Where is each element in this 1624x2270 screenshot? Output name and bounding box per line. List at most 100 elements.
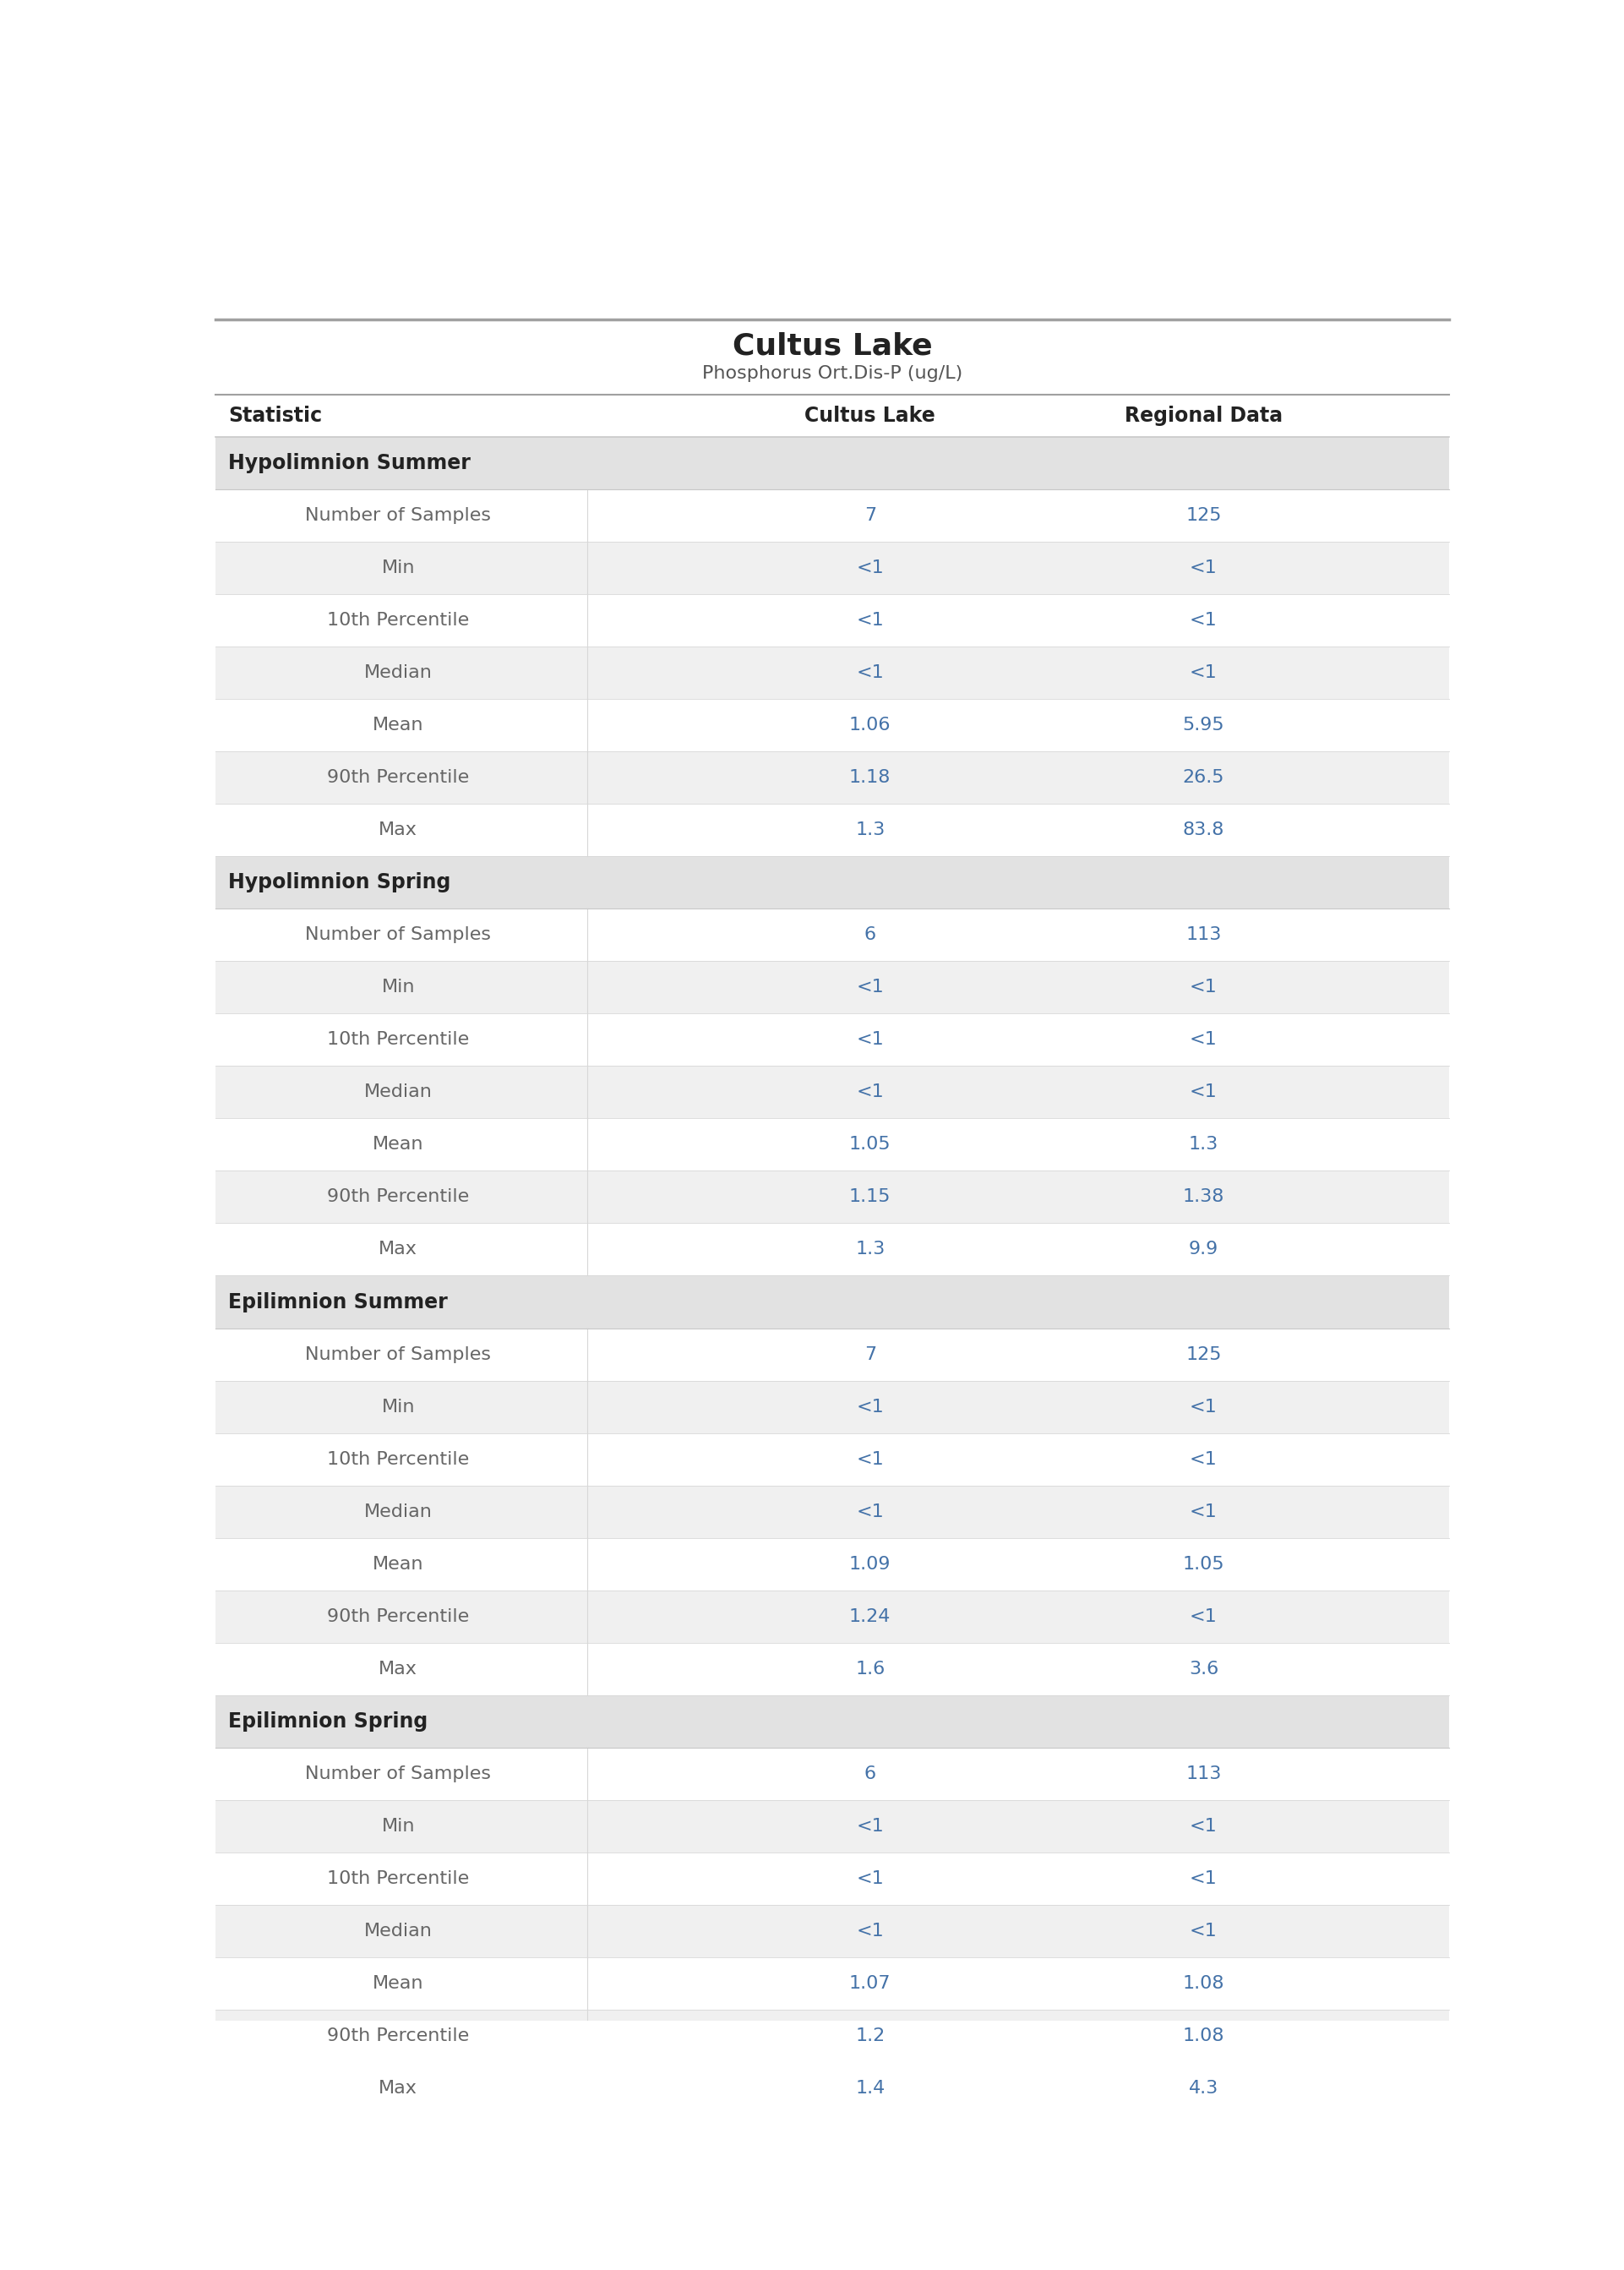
Bar [216, 908, 1449, 960]
Bar [216, 1800, 1449, 1852]
Bar [216, 1591, 1449, 1643]
Text: Max: Max [378, 822, 417, 838]
Text: <1: <1 [856, 1923, 883, 1939]
Text: <1: <1 [856, 1451, 883, 1469]
Text: 5.95: 5.95 [1182, 717, 1224, 733]
Bar [216, 1748, 1449, 1800]
Text: Max: Max [378, 1242, 417, 1258]
Text: <1: <1 [1190, 1031, 1218, 1049]
Text: 3.6: 3.6 [1189, 1662, 1218, 1678]
Text: <1: <1 [1190, 1923, 1218, 1939]
Bar [216, 699, 1449, 751]
Bar [216, 395, 1449, 436]
Text: 1.2: 1.2 [856, 2027, 885, 2045]
Text: 113: 113 [1186, 1766, 1221, 1782]
Text: 1.6: 1.6 [856, 1662, 885, 1678]
Bar [216, 804, 1449, 856]
Text: 6: 6 [864, 926, 875, 944]
Bar [216, 1485, 1449, 1537]
Text: 90th Percentile: 90th Percentile [326, 770, 469, 785]
Text: Number of Samples: Number of Samples [305, 506, 490, 524]
Text: Hypolimnion Summer: Hypolimnion Summer [227, 452, 471, 472]
Bar [216, 856, 1449, 908]
Text: 4.3: 4.3 [1189, 2079, 1218, 2097]
Text: <1: <1 [1190, 1398, 1218, 1414]
Text: Number of Samples: Number of Samples [305, 1766, 490, 1782]
Bar [216, 1224, 1449, 1276]
Text: 6: 6 [864, 1766, 875, 1782]
Text: Mean: Mean [372, 1137, 424, 1153]
Bar [216, 1905, 1449, 1957]
Text: Cultus Lake: Cultus Lake [732, 331, 932, 361]
Text: Cultus Lake: Cultus Lake [804, 406, 935, 427]
Text: Regional Data: Regional Data [1124, 406, 1283, 427]
Text: 90th Percentile: 90th Percentile [326, 1607, 469, 1625]
Text: Median: Median [364, 1923, 432, 1939]
Text: <1: <1 [1190, 1818, 1218, 1834]
Bar [216, 1012, 1449, 1067]
Bar [216, 1067, 1449, 1119]
Bar [216, 1276, 1449, 1328]
Text: 1.38: 1.38 [1182, 1189, 1224, 1205]
Text: Median: Median [364, 1083, 432, 1101]
Bar [216, 1852, 1449, 1905]
Text: <1: <1 [856, 978, 883, 997]
Text: <1: <1 [1190, 1503, 1218, 1521]
Bar [216, 1119, 1449, 1171]
Text: <1: <1 [856, 665, 883, 681]
Text: 1.07: 1.07 [849, 1975, 892, 1993]
Text: 1.3: 1.3 [1189, 1137, 1218, 1153]
Text: Mean: Mean [372, 1555, 424, 1573]
Text: Epilimnion Summer: Epilimnion Summer [227, 1292, 448, 1312]
Text: Min: Min [382, 558, 414, 577]
Text: <1: <1 [1190, 558, 1218, 577]
Text: <1: <1 [1190, 613, 1218, 629]
Text: <1: <1 [856, 613, 883, 629]
Text: 125: 125 [1186, 506, 1221, 524]
Text: 125: 125 [1186, 1346, 1221, 1362]
Text: <1: <1 [856, 558, 883, 577]
Bar [216, 1537, 1449, 1591]
Text: Hypolimnion Spring: Hypolimnion Spring [227, 872, 451, 892]
Text: 26.5: 26.5 [1182, 770, 1224, 785]
Bar [216, 1432, 1449, 1485]
Bar [216, 2061, 1449, 2116]
Text: <1: <1 [1190, 1451, 1218, 1469]
Bar [216, 543, 1449, 595]
Text: 1.4: 1.4 [856, 2079, 885, 2097]
Bar [216, 488, 1449, 543]
Text: 10th Percentile: 10th Percentile [326, 613, 469, 629]
Text: 10th Percentile: 10th Percentile [326, 1870, 469, 1886]
Text: 1.06: 1.06 [849, 717, 892, 733]
Bar [216, 647, 1449, 699]
Text: <1: <1 [1190, 978, 1218, 997]
Text: Number of Samples: Number of Samples [305, 926, 490, 944]
Text: <1: <1 [856, 1503, 883, 1521]
Text: <1: <1 [1190, 1607, 1218, 1625]
Text: 1.18: 1.18 [849, 770, 892, 785]
Text: 1.08: 1.08 [1182, 1975, 1224, 1993]
Text: <1: <1 [856, 1083, 883, 1101]
Text: 1.05: 1.05 [1182, 1555, 1224, 1573]
Text: 113: 113 [1186, 926, 1221, 944]
Bar [216, 436, 1449, 488]
Bar [216, 1171, 1449, 1224]
Text: 1.3: 1.3 [856, 1242, 885, 1258]
Text: Min: Min [382, 1398, 414, 1414]
Text: 1.08: 1.08 [1182, 2027, 1224, 2045]
Text: 9.9: 9.9 [1189, 1242, 1218, 1258]
Text: Min: Min [382, 978, 414, 997]
Bar [216, 1380, 1449, 1432]
Text: 7: 7 [864, 506, 875, 524]
Text: 10th Percentile: 10th Percentile [326, 1031, 469, 1049]
Text: 1.3: 1.3 [856, 822, 885, 838]
Bar [216, 1696, 1449, 1748]
Text: 1.15: 1.15 [849, 1189, 892, 1205]
Text: 1.09: 1.09 [849, 1555, 892, 1573]
Text: Median: Median [364, 1503, 432, 1521]
Text: Epilimnion Spring: Epilimnion Spring [227, 1712, 427, 1732]
Text: <1: <1 [856, 1398, 883, 1414]
Text: 1.24: 1.24 [849, 1607, 892, 1625]
Text: Mean: Mean [372, 1975, 424, 1993]
Bar [216, 960, 1449, 1012]
